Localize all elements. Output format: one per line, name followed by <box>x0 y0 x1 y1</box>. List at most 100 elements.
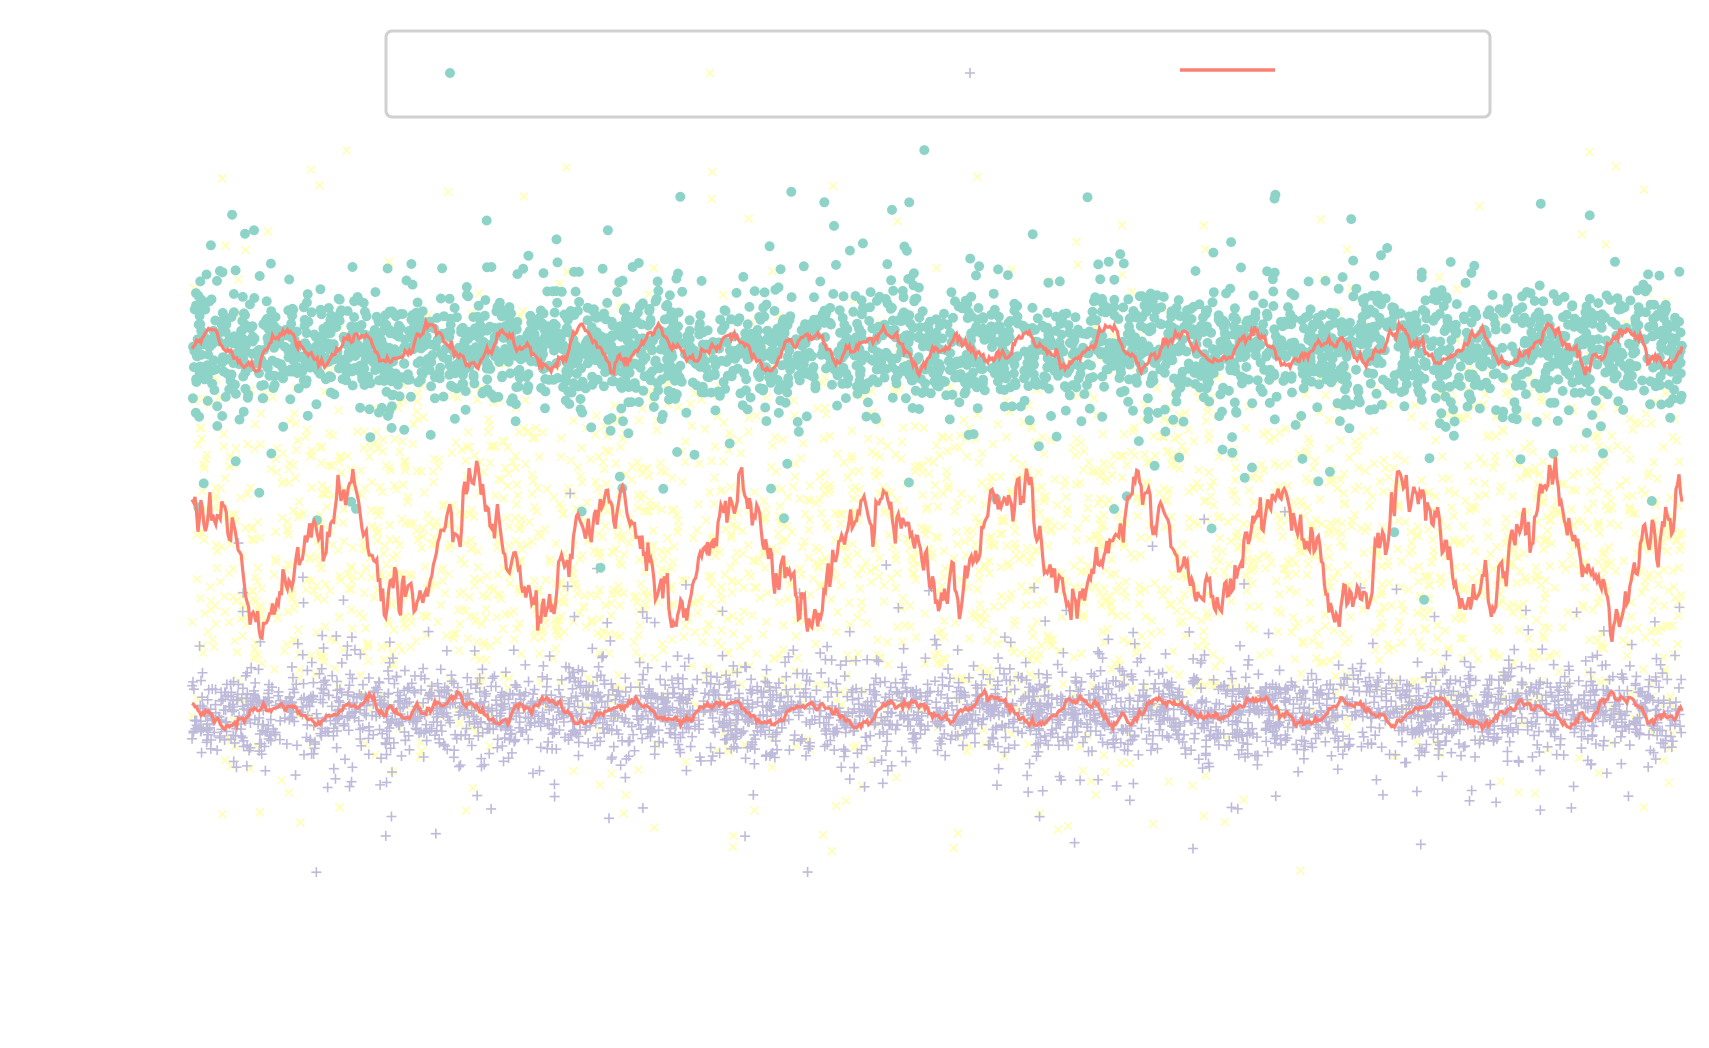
data-point <box>412 406 422 417</box>
data-point <box>1163 585 1173 595</box>
data-point <box>879 596 889 607</box>
data-point <box>538 660 549 671</box>
data-point <box>1538 544 1549 554</box>
data-point <box>816 667 827 678</box>
data-point <box>438 576 448 586</box>
data-point <box>1583 505 1593 515</box>
data-point <box>257 658 267 669</box>
data-point <box>667 634 677 645</box>
data-point <box>1507 491 1517 502</box>
data-point <box>815 648 826 659</box>
data-point <box>992 741 1003 752</box>
data-point <box>1204 429 1214 439</box>
data-point <box>819 741 830 752</box>
data-point <box>1325 655 1335 666</box>
data-point <box>1455 633 1465 644</box>
data-point <box>843 551 853 561</box>
data-point <box>1568 444 1578 454</box>
data-point <box>360 483 370 493</box>
data-point <box>1339 488 1349 498</box>
data-point <box>1593 481 1603 491</box>
data-point <box>816 508 826 518</box>
data-point <box>568 616 578 627</box>
data-point <box>705 487 715 497</box>
data-point <box>429 521 439 532</box>
data-point <box>1023 787 1034 798</box>
data-point <box>1644 468 1654 478</box>
data-point <box>1335 435 1345 446</box>
data-point <box>1516 661 1527 672</box>
data-point <box>1362 485 1372 495</box>
data-point <box>1009 453 1019 463</box>
data-point <box>614 631 625 641</box>
data-point <box>800 509 810 519</box>
data-point <box>458 587 468 597</box>
data-point <box>1119 586 1129 596</box>
data-point <box>549 779 560 790</box>
data-point <box>974 457 984 468</box>
data-point <box>836 580 846 590</box>
data-point <box>898 593 908 603</box>
data-point <box>344 781 355 792</box>
data-point <box>498 624 508 634</box>
data-point <box>1352 570 1363 581</box>
data-point <box>899 506 909 516</box>
data-point <box>1584 635 1594 645</box>
data-point <box>455 718 465 729</box>
data-point <box>970 539 980 549</box>
data-point <box>1611 161 1621 171</box>
data-point <box>481 604 491 614</box>
data-point <box>1396 582 1406 592</box>
data-point <box>1254 601 1264 611</box>
data-point <box>1315 494 1325 504</box>
data-point <box>1058 679 1068 689</box>
data-point <box>615 600 625 610</box>
data-point <box>1329 573 1339 583</box>
data-point <box>631 647 641 657</box>
data-point <box>851 741 861 751</box>
data-point <box>348 543 358 553</box>
data-point <box>297 649 308 660</box>
data-point <box>255 533 265 543</box>
data-point <box>318 643 329 654</box>
data-point <box>677 477 687 487</box>
data-point <box>576 443 586 453</box>
data-point <box>416 737 426 748</box>
data-point <box>772 546 782 556</box>
data-point <box>900 756 911 767</box>
data-point <box>595 780 605 790</box>
data-point <box>795 564 805 574</box>
data-point <box>692 674 703 685</box>
data-point <box>433 617 443 627</box>
data-point <box>440 588 450 598</box>
data-point <box>843 472 853 482</box>
data-point <box>931 440 942 450</box>
data-point <box>1539 633 1549 643</box>
data-point <box>967 494 977 504</box>
data-point <box>418 663 429 674</box>
data-point <box>1000 732 1011 743</box>
data-point <box>551 538 561 549</box>
data-point <box>690 627 700 637</box>
data-point <box>464 592 474 602</box>
data-point <box>1079 598 1089 608</box>
data-point <box>232 647 242 657</box>
data-point <box>706 456 717 466</box>
data-point <box>1594 768 1604 778</box>
data-point <box>701 516 711 526</box>
data-point <box>340 754 351 765</box>
data-point <box>1668 566 1678 576</box>
data-point <box>493 570 503 580</box>
data-point <box>1384 578 1394 588</box>
plot-area <box>187 145 1687 878</box>
data-point <box>767 762 777 772</box>
data-point <box>620 772 631 783</box>
data-point <box>1600 457 1610 467</box>
data-point <box>751 583 761 593</box>
data-point <box>1022 770 1033 781</box>
data-point <box>847 451 857 461</box>
data-point <box>1264 648 1274 658</box>
data-point <box>1288 612 1298 622</box>
data-point <box>655 674 666 685</box>
data-point <box>1622 492 1632 502</box>
